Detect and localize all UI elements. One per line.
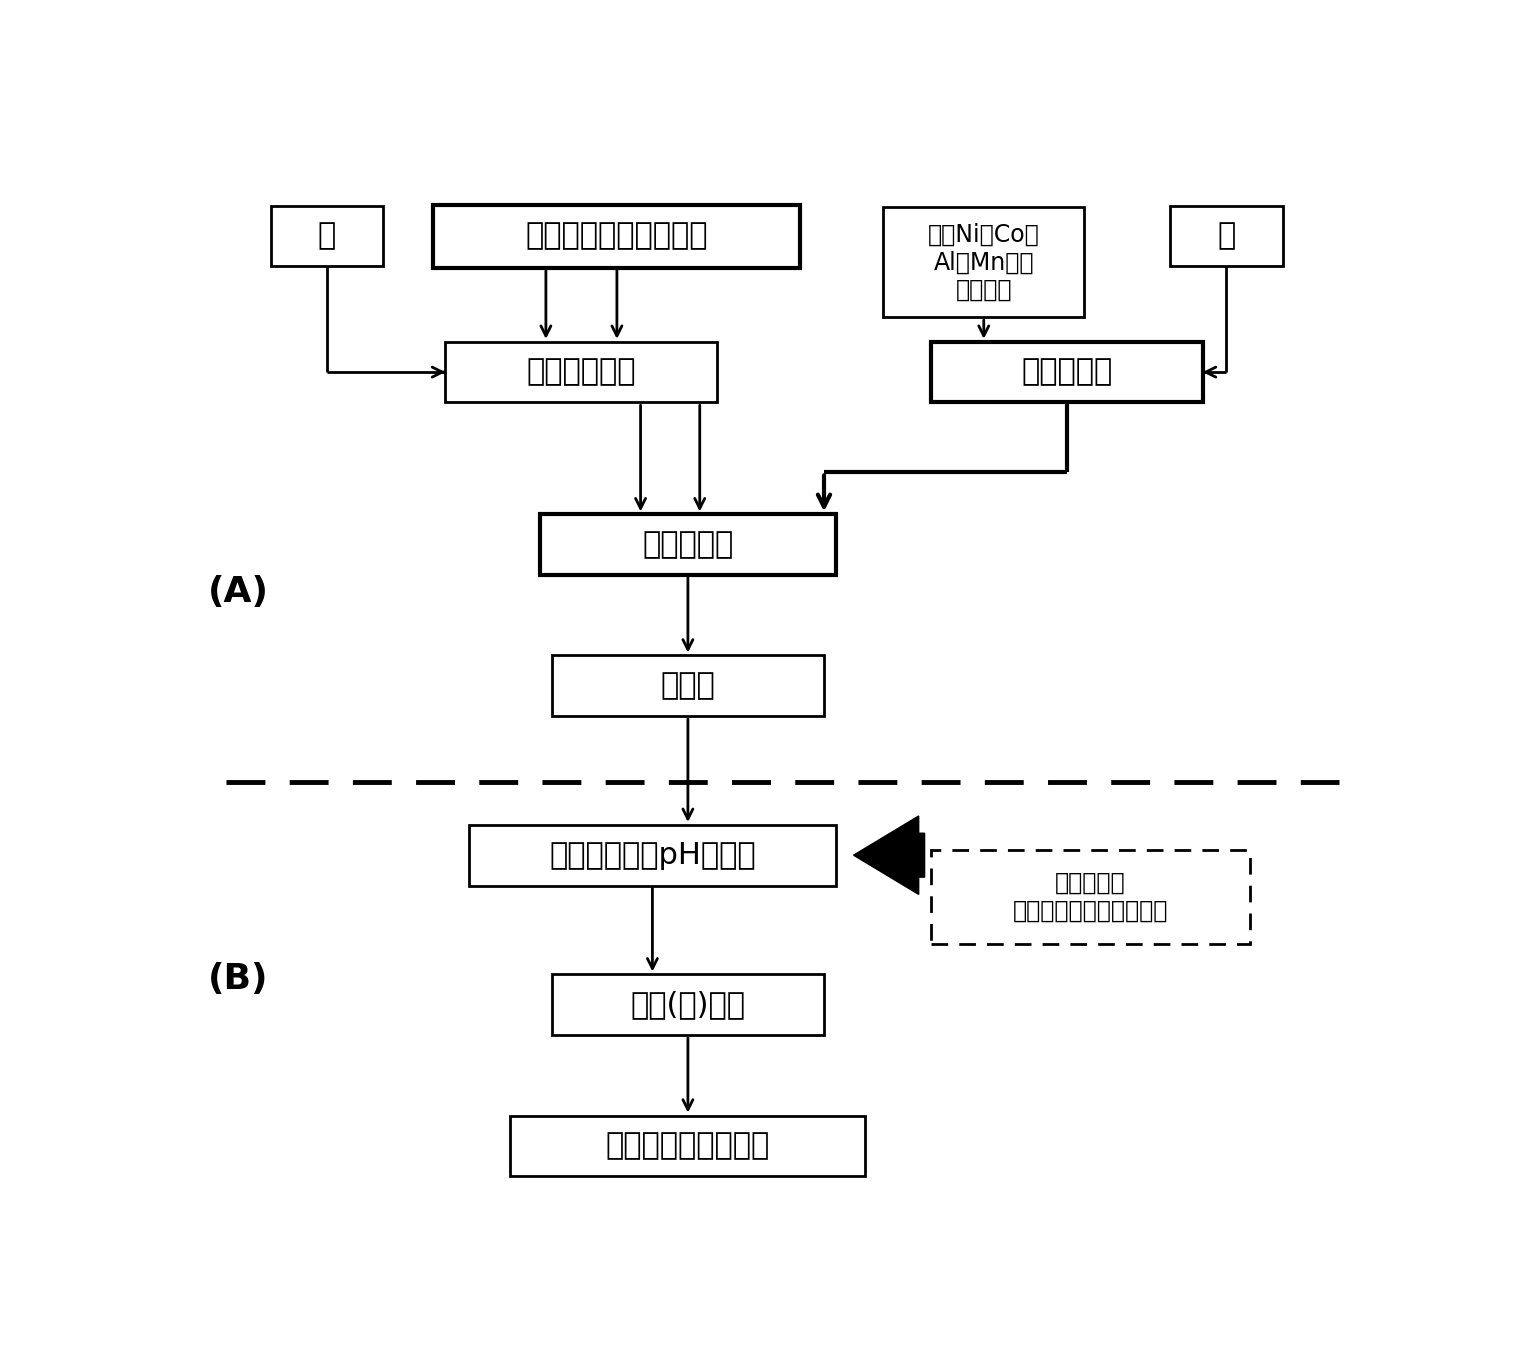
Text: 反应水溶液: 反应水溶液	[643, 530, 733, 559]
Text: (B): (B)	[208, 961, 269, 995]
FancyBboxPatch shape	[551, 975, 825, 1035]
FancyBboxPatch shape	[1170, 206, 1283, 266]
FancyBboxPatch shape	[510, 1115, 866, 1176]
Text: 鈥复合氢氧化物粒子: 鈥复合氢氧化物粒子	[606, 1131, 770, 1160]
FancyBboxPatch shape	[446, 342, 718, 402]
Text: (A): (A)	[208, 574, 269, 608]
FancyBboxPatch shape	[930, 850, 1251, 944]
FancyBboxPatch shape	[883, 208, 1084, 318]
Text: 碱性水溶液＋铵水溶液: 碱性水溶液＋铵水溶液	[525, 221, 709, 251]
FancyArrow shape	[854, 816, 925, 895]
Text: 水: 水	[1217, 221, 1235, 251]
Text: 含有Ni、Co、
Al、Mn的金
属化合物: 含有Ni、Co、 Al、Mn的金 属化合物	[928, 223, 1040, 301]
Text: 粒子(核)生长: 粒子(核)生长	[631, 990, 745, 1020]
FancyBboxPatch shape	[541, 515, 835, 574]
Text: 反应前水溶液: 反应前水溶液	[527, 357, 637, 387]
FancyBboxPatch shape	[469, 824, 835, 885]
Text: 水: 水	[318, 221, 336, 251]
FancyBboxPatch shape	[930, 342, 1203, 402]
FancyBboxPatch shape	[270, 206, 383, 266]
Text: 环境的切换
混合水溶液的组成的切换: 环境的切换 混合水溶液的组成的切换	[1012, 870, 1168, 923]
Text: 混合水溶液: 混合水溶液	[1022, 357, 1112, 387]
Text: 反应水溶液的pH值调节: 反应水溶液的pH值调节	[550, 841, 756, 869]
Text: 核生成: 核生成	[661, 671, 715, 701]
FancyBboxPatch shape	[434, 205, 800, 268]
FancyBboxPatch shape	[551, 656, 825, 716]
